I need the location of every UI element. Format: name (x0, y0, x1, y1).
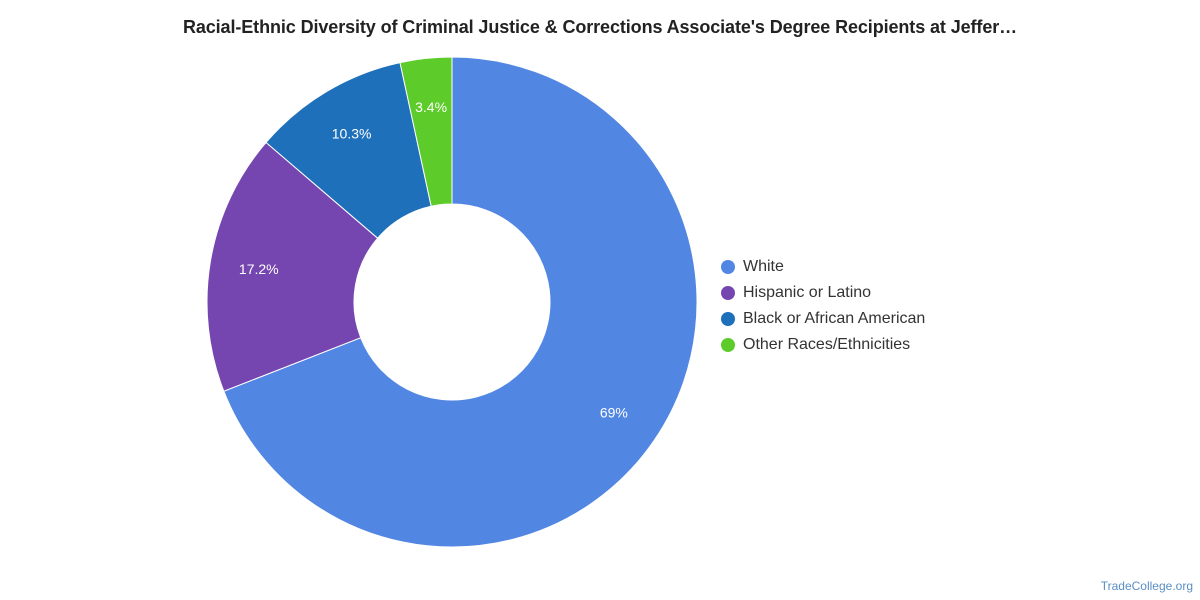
slice-label-hispanic-or-latino: 17.2% (239, 261, 279, 277)
chart-legend: White Hispanic or Latino Black or African … (721, 254, 925, 358)
legend-label: Other Races/Ethnicities (743, 336, 911, 353)
legend-label: Hispanic or Latino (743, 284, 872, 301)
legend-item-other-races-ethnicities[interactable]: Other Races/Ethnicities (721, 332, 925, 358)
legend-swatch-icon (721, 338, 735, 352)
site-credit-link[interactable]: TradeCollege.org (1100, 579, 1193, 593)
slice-other-races-ethnicities[interactable] (399, 56, 453, 207)
slice-label-black-or-african-american: 10.3% (332, 126, 372, 142)
slice-label-white: 69% (600, 405, 628, 421)
legend-item-black-or-african-american[interactable]: Black or African American (721, 306, 925, 332)
slice-labels-group: 69% 17.2% 10.3% 3.4% (239, 99, 628, 420)
legend-label: White (743, 258, 784, 275)
chart-title: Racial-Ethnic Diversity of Criminal Just… (182, 17, 1018, 37)
legend-swatch-icon (721, 260, 735, 274)
slices-group (206, 56, 698, 548)
legend-swatch-icon (721, 286, 735, 300)
slice-label-other-races-ethnicities: 3.4% (415, 99, 447, 115)
legend-label: Black or African American (743, 310, 926, 327)
legend-swatch-icon (721, 312, 735, 326)
legend-item-hispanic-or-latino[interactable]: Hispanic or Latino (721, 280, 925, 306)
slice-black-or-african-american[interactable] (265, 61, 432, 239)
slice-hispanic-or-latino[interactable] (206, 141, 379, 392)
slice-white[interactable] (223, 56, 698, 548)
legend-item-white[interactable]: White (721, 254, 925, 280)
